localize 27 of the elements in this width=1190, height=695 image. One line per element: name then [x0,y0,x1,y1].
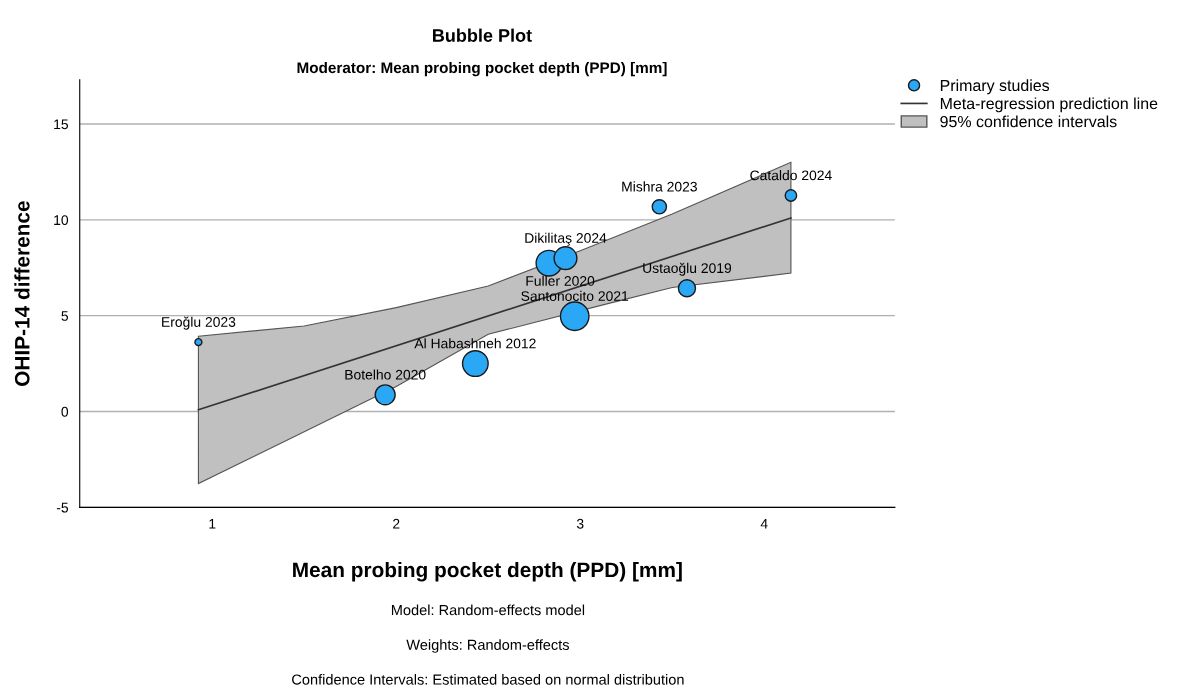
annotation: Cataldo 2024 [750,170,832,181]
legend-label: 95% confidence intervals [940,115,1117,128]
annotation: Fuller 2020 [526,275,595,286]
y-tick-label: -5 [56,502,69,513]
legend-label: Primary studies [940,79,1050,95]
y-tick-label: 5 [61,311,69,321]
x-tick-label: 1 [209,518,216,529]
y-axis-title: OHIP-14 difference [14,201,30,386]
text: Model: Random-effects model [391,604,585,616]
x-tick-label: 4 [760,518,768,529]
x-tick-label: 3 [576,518,584,529]
y-tick-label: 15 [54,119,69,130]
annotation: Mishra 2023 [622,181,697,192]
annotation: Botelho 2020 [345,369,426,380]
y-tick-label: 0 [61,406,69,417]
chart-subtitle: Moderator: Mean probing pocket depth (PPD) [mm] [297,61,667,77]
annotation: Ustaoğlu 2019 [643,262,732,276]
annotation: Dikilitaş 2024 [525,232,607,246]
text: Confidence Intervals: Estimated based on normal distribution [292,674,684,685]
text: Weights: Random-effects [406,639,569,653]
y-tick-label: 10 [54,215,69,226]
annotation: Al Habashneh 2012 [414,338,536,349]
x-axis-title: Mean probing pocket depth (PPD) [mm] [293,561,682,582]
x-tick-label: 2 [393,518,400,529]
annotation: Eroğlu 2023 [162,316,236,330]
legend-label: Meta-regression prediction line [940,97,1158,113]
chart-title: Bubble Plot [433,28,532,42]
